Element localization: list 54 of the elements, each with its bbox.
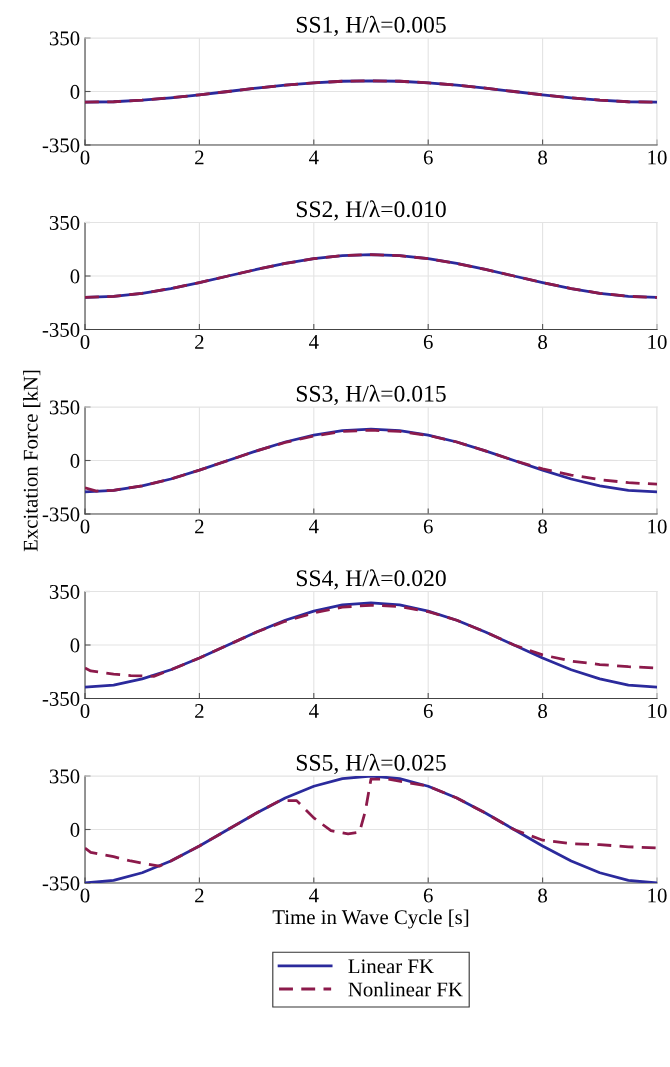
- x-tick-label: 2: [195, 704, 204, 718]
- x-tick-label: 10: [648, 519, 667, 534]
- y-tick-label: 0: [70, 638, 80, 653]
- x-tick-label: 2: [195, 888, 204, 903]
- y-axis-title: Excitation Force [kN]: [23, 370, 41, 552]
- chart-title: SS5, H/λ=0.025: [296, 753, 446, 775]
- x-tick-label: 2: [195, 519, 204, 534]
- x-axis-title: Time in Wave Cycle [s]: [272, 909, 469, 929]
- x-tick-label: 10: [648, 334, 667, 350]
- x-tick-label: 10: [648, 703, 667, 719]
- x-tick-label: 8: [538, 703, 548, 719]
- x-tick-label: 8: [538, 519, 548, 534]
- x-tick-label: 6: [423, 888, 433, 903]
- y-tick-label: 350: [49, 400, 80, 415]
- x-tick-label: 10: [648, 888, 667, 903]
- x-tick-label: 0: [80, 519, 90, 534]
- x-tick-label: 0: [80, 150, 90, 165]
- x-tick-label: 6: [423, 704, 433, 719]
- legend-label: Nonlinear FK: [348, 981, 463, 997]
- y-tick-label: 350: [49, 31, 80, 46]
- x-tick-label: 4: [309, 704, 319, 718]
- chart-title: SS4, H/λ=0.020: [296, 569, 446, 590]
- x-tick-label: 0: [80, 703, 90, 719]
- chart-title: SS3, H/λ=0.015: [296, 384, 446, 406]
- chart-title: SS1, H/λ=0.005: [296, 15, 446, 37]
- y-tick-label: 0: [70, 84, 80, 99]
- y-tick-label: -350: [42, 691, 80, 706]
- y-tick-label: 350: [49, 769, 80, 784]
- x-tick-label: 6: [423, 519, 433, 534]
- y-tick-label: 0: [70, 269, 80, 284]
- x-tick-label: 8: [538, 150, 548, 165]
- y-tick-label: -350: [42, 322, 80, 337]
- y-tick-label: -350: [42, 876, 80, 891]
- x-tick-label: 0: [80, 334, 90, 350]
- x-tick-label: 2: [195, 335, 204, 349]
- x-tick-label: 6: [423, 150, 433, 165]
- y-tick-label: 350: [49, 584, 80, 599]
- y-tick-label: 0: [70, 822, 80, 837]
- x-tick-label: 8: [538, 334, 548, 350]
- legend-label: Linear FK: [348, 959, 434, 974]
- x-tick-label: 4: [309, 888, 319, 903]
- x-tick-label: 10: [648, 150, 667, 165]
- y-tick-label: -350: [42, 138, 80, 153]
- x-tick-label: 4: [309, 150, 319, 165]
- y-tick-label: 0: [70, 453, 80, 468]
- x-tick-label: 2: [195, 150, 204, 165]
- chart-title: SS2, H/λ=0.010: [296, 200, 446, 221]
- x-tick-label: 4: [309, 519, 319, 534]
- x-tick-label: 4: [309, 335, 319, 349]
- x-tick-label: 6: [423, 335, 433, 350]
- x-tick-label: 0: [80, 888, 90, 903]
- y-tick-label: 350: [49, 215, 80, 230]
- x-tick-label: 8: [538, 888, 548, 903]
- y-tick-label: -350: [42, 507, 80, 522]
